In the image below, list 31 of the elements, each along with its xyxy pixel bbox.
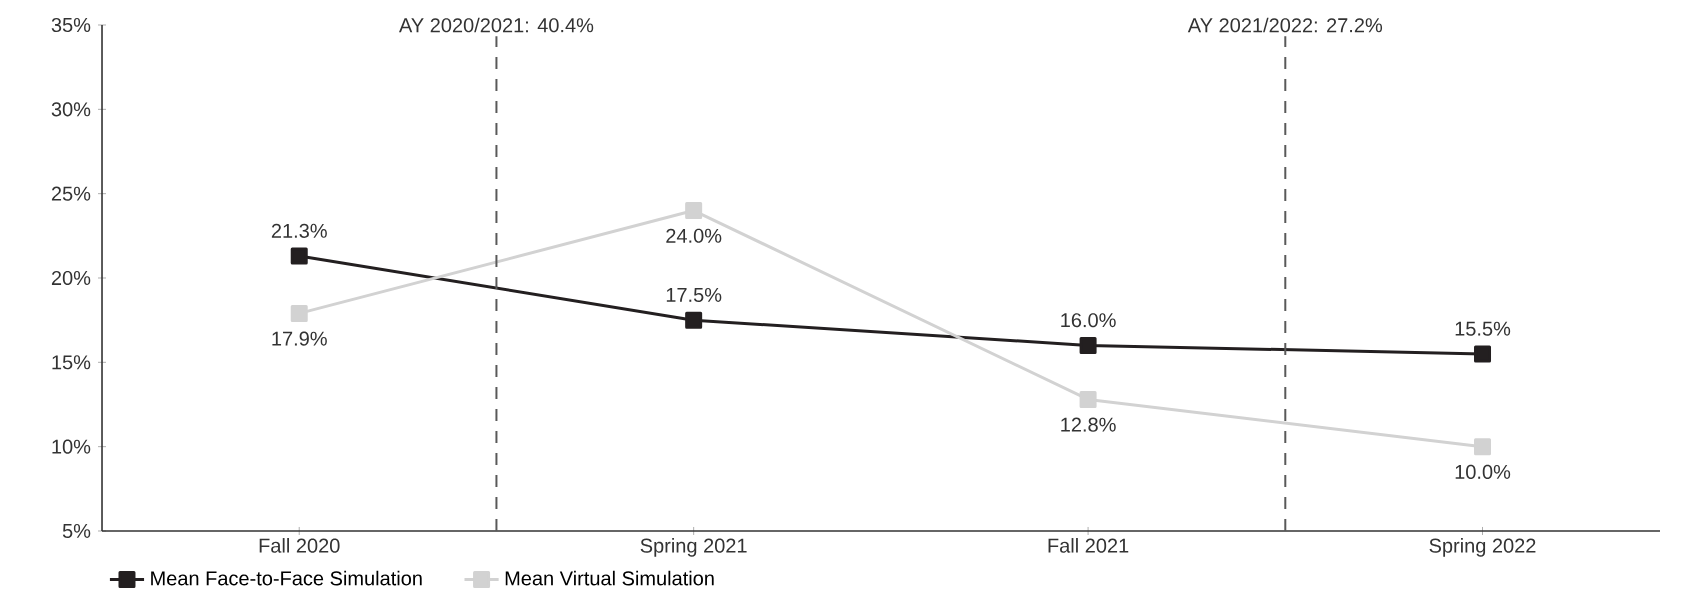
x-tick-label: Fall 2020 [259,538,340,553]
data-label: 12.8% [1061,417,1116,432]
y-tick-label: 10% [52,439,91,454]
data-label: 17.5% [666,287,722,302]
y-tick-label: 15% [52,355,91,370]
x-tick-label: Spring 2022 [1429,538,1536,557]
y-tick-label: 20% [51,270,91,286]
point [685,202,703,220]
point [1474,345,1492,363]
legend-label: Mean Face-to-Face Simulation [151,570,422,586]
data-label: 16.0% [1061,313,1116,328]
point [290,304,308,322]
x-tick-label: Fall 2021 [1048,538,1129,553]
point [1079,336,1097,354]
data-label: 21.3% [271,223,327,238]
y-tick-label: 25% [51,186,91,201]
y-tick-label: 30% [51,102,91,117]
y-tick-label: 5% [62,523,91,539]
data-label: 17.9% [272,331,327,346]
point [1079,390,1097,408]
y-tick-label: 35% [51,17,91,33]
annotation: AY 2021/2022: 27.2% [1187,17,1383,33]
point [290,247,308,265]
x-tick-label: Spring 2021 [640,538,747,557]
legend-label: Mean Virtual Simulation [505,570,714,586]
annotation: AY 2020/2021: 40.4% [398,17,594,33]
data-label: 10.0% [1455,464,1511,479]
data-label: 24.0% [666,228,722,243]
point [685,311,703,329]
data-label: 15.5% [1455,321,1511,336]
point [1474,438,1492,456]
